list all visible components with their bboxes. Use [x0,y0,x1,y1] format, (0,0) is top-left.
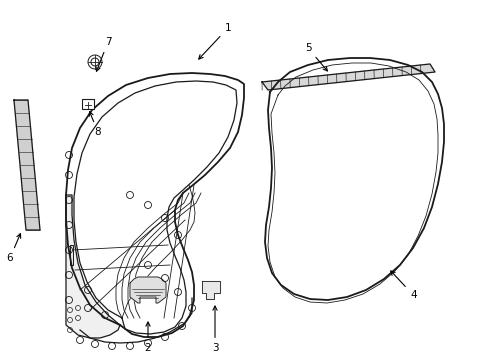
Text: 2: 2 [144,322,151,353]
Text: 1: 1 [198,23,231,59]
Polygon shape [66,195,120,338]
Text: 4: 4 [390,271,416,300]
Polygon shape [262,64,434,90]
Polygon shape [130,277,165,303]
Polygon shape [70,245,73,265]
Text: 7: 7 [96,37,111,71]
Bar [82,99,94,109]
Polygon shape [14,100,40,230]
Text: 6: 6 [7,234,20,263]
Text: 8: 8 [89,112,101,137]
Text: 5: 5 [304,43,327,71]
Polygon shape [202,281,220,299]
Text: 3: 3 [211,306,218,353]
